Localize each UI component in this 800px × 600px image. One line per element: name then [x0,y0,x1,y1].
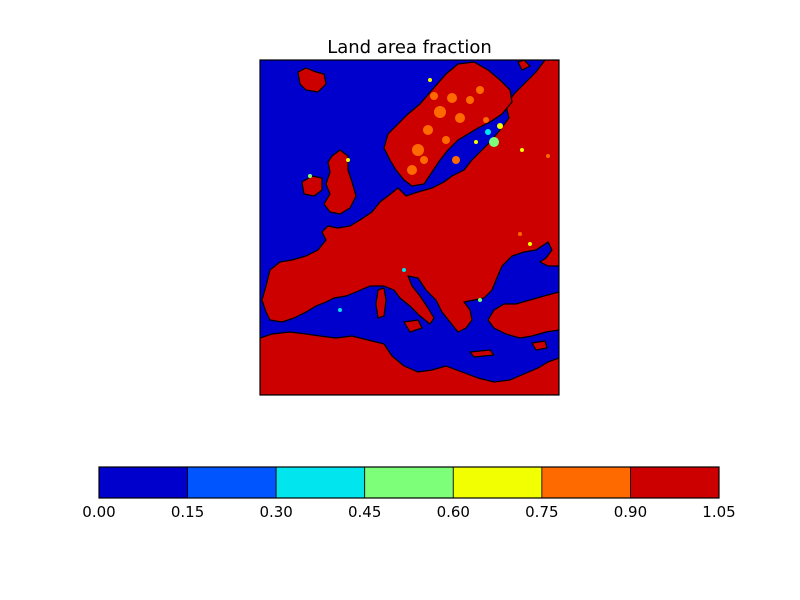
coast-speckle [546,154,550,158]
colorbar-tick-label: 0.15 [171,503,204,521]
scandinavia-mottle [452,156,460,164]
scandinavia-mottle [430,92,438,100]
scandinavia-mottle [466,96,474,104]
scandinavia-mottle [476,86,484,94]
colorbar-tick-label: 0.75 [525,503,558,521]
colorbar-segment [452,466,543,499]
colorbar-tick-label: 0.00 [82,503,115,521]
colorbar-segment [275,466,366,499]
colorbar-segment [364,466,454,499]
land-iceland [297,67,327,93]
coast-speckle [489,137,499,147]
colorbar: 0.00 0.15 0.30 0.45 0.60 0.75 0.90 1.05 [82,466,736,521]
colorbar-segment [98,466,188,499]
coast-speckle [428,78,432,82]
coast-speckle [520,148,524,152]
colorbar-tick-label: 0.60 [437,503,470,521]
land-corsica-sardinia [375,287,387,319]
land-masses [260,60,559,395]
land-crete [469,349,495,358]
coast-speckle [478,298,482,302]
coast-speckle [338,308,342,312]
land-cyprus [531,340,548,351]
colorbar-segment [187,466,277,499]
coast-speckle [474,140,478,144]
land-north-africa [260,331,559,395]
land-anatolia [487,291,559,339]
chart-title: Land area fraction [327,37,492,58]
coast-speckle [497,123,503,129]
colorbar-segment [630,466,720,499]
coast-speckle [346,158,350,162]
scandinavia-mottle [407,165,417,175]
scandinavia-mottle [442,136,450,144]
colorbar-tick-label: 0.90 [614,503,647,521]
land-sicily [403,319,423,333]
scandinavia-mottle [434,106,446,118]
coast-speckle [518,232,522,236]
coast-speckle [528,242,532,246]
scandinavia-mottle [420,156,428,164]
colorbar-frame [98,466,720,499]
colorbar-tick-label: 0.45 [348,503,381,521]
map-frame [259,59,560,396]
coast-speckle [308,174,312,178]
colorbar-tick-label: 1.05 [702,503,735,521]
scandinavia-mottle [455,113,465,123]
scandinavia-mottle [412,144,424,156]
map-area [260,60,559,395]
colorbar-tick-label: 0.30 [259,503,292,521]
scandinavia-mottle [447,93,457,103]
coast-detail [308,78,550,312]
coast-speckle [483,117,489,123]
coast-speckle [485,129,491,135]
colorbar-segment [541,466,631,499]
land-svalbard-fragment [517,60,531,71]
coast-speckle [402,268,406,272]
scandinavia-mottle [423,125,433,135]
